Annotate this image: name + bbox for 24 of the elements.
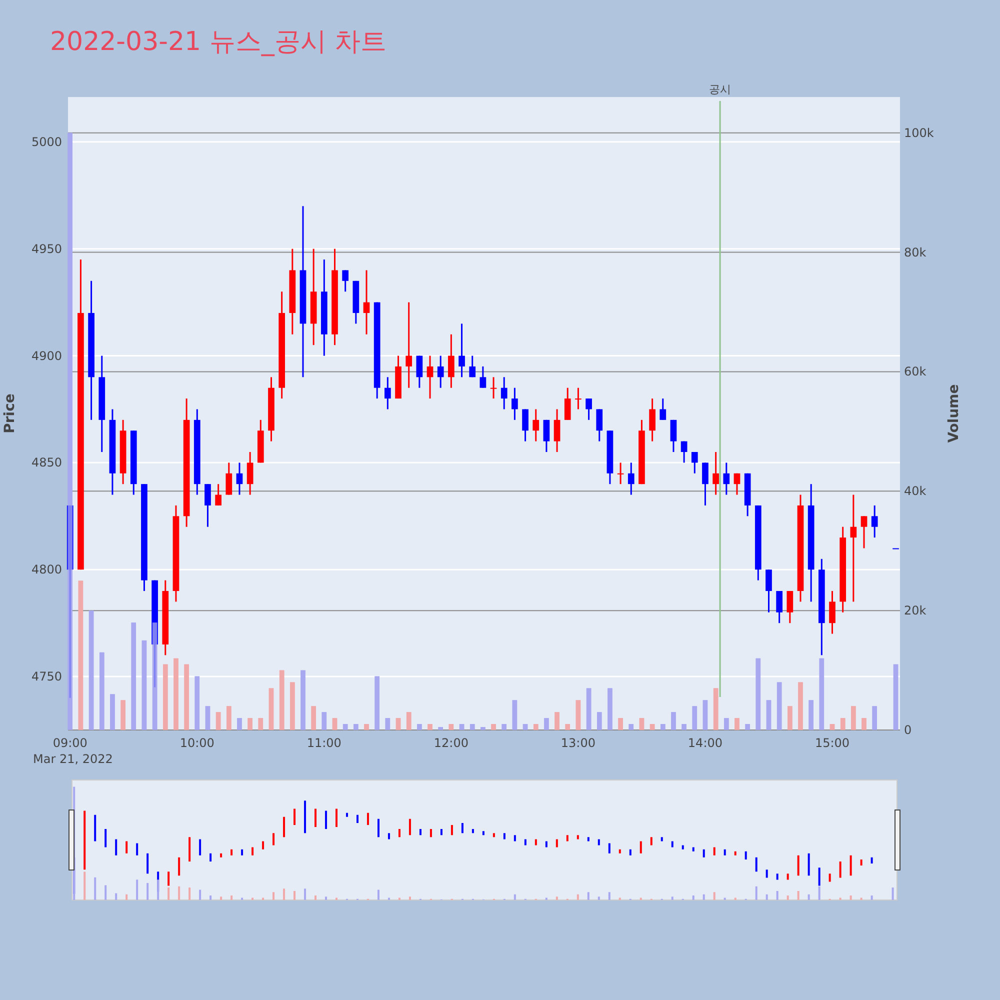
x-tick-label: 11:00 [306,736,342,750]
x-tick-label: 14:00 [688,736,723,750]
y2-tick-label: 100k [904,126,934,140]
y2-axis-title: Volume [946,384,962,443]
y-tick-label: 4900 [31,348,62,363]
y2-tick-label: 80k [904,245,926,260]
text: Mar 21, 2022 [33,752,113,766]
y-tick-label: 5000 [31,134,62,149]
x-tick-label: 13:00 [560,736,596,750]
chart-title: 2022-03-21 뉴스_공시 차트 [50,27,387,57]
y2-tick-label: 40k [904,484,926,498]
y-tick-label: 4800 [31,562,62,577]
x-tick-label: 12:00 [434,736,468,750]
y2-tick-label: 0 [904,723,912,737]
y2-tick-label: 20k [904,604,926,618]
x-tick-label: 15:00 [814,736,850,750]
y-tick-label: 4850 [31,456,62,470]
y-tick-label: 4750 [31,670,62,684]
x-tick-label: 09:00 [52,736,88,750]
ref-line-label: 공시 [709,83,732,96]
y-tick-label: 4950 [31,242,62,256]
y-axis-title: Price [2,394,18,434]
y2-tick-label: 60k [904,364,926,379]
x-tick-label: 10:00 [180,736,214,750]
